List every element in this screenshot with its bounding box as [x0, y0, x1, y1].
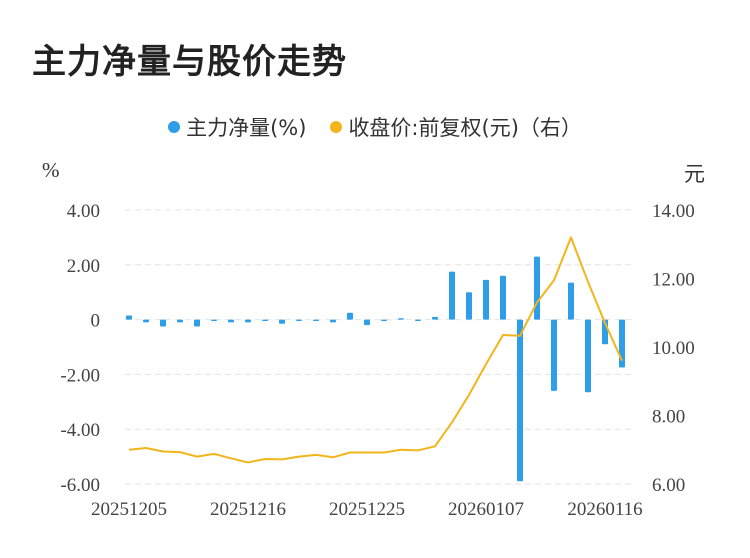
x-tick-label: 20260116 [567, 499, 642, 520]
bar [364, 319, 370, 326]
bar [347, 312, 353, 320]
x-tick-label: 20251205 [91, 499, 167, 520]
bar [534, 256, 540, 320]
bar [126, 315, 132, 320]
y-right-tick-label: 6.00 [652, 475, 685, 496]
legend-label-close-price: 收盘价:前复权(元)（右） [348, 116, 582, 140]
y-left-tick-label: -4.00 [60, 420, 100, 441]
x-tick-label: 20260107 [448, 499, 524, 520]
chart-title: 主力净量与股价走势 [32, 42, 347, 82]
bar [262, 319, 268, 321]
y-right-tick-label: 8.00 [652, 407, 685, 428]
y-right-tick-label: 10.00 [652, 338, 695, 359]
y-right-tick-label: 12.00 [652, 270, 695, 291]
bar [279, 319, 285, 324]
bar [466, 292, 472, 320]
legend-item-close-price[interactable]: 收盘价:前复权(元)（右） [330, 112, 582, 142]
bar [432, 316, 438, 320]
y-left-tick-label: -6.00 [60, 475, 100, 496]
bar [483, 279, 489, 320]
bar [160, 319, 166, 327]
bar [245, 319, 251, 323]
x-tick-label: 20251216 [210, 499, 286, 520]
y-right-tick-label: 14.00 [652, 201, 695, 222]
left-axis-unit: % [42, 158, 60, 182]
price-line [128, 236, 623, 464]
bar [449, 271, 455, 320]
y-left-tick-label: 4.00 [67, 201, 100, 222]
bar [296, 319, 302, 321]
bar [228, 319, 234, 323]
y-left-tick-label: 0 [91, 311, 101, 332]
bar [330, 319, 336, 323]
bar [381, 319, 387, 321]
bar [500, 275, 506, 320]
y-left-tick-label: 2.00 [67, 256, 100, 277]
bar [177, 319, 183, 323]
right-axis-unit: 元 [684, 162, 705, 186]
bar [568, 282, 574, 320]
bar [313, 319, 319, 321]
legend-marker-close-price [330, 121, 343, 133]
legend-marker-net-flow [168, 121, 181, 133]
bar [551, 319, 557, 391]
x-tick-label: 20251225 [329, 499, 405, 520]
legend-item-net-flow[interactable]: 主力净量(%) [168, 112, 306, 142]
y-left-tick-label: -2.00 [60, 365, 100, 386]
legend-label-net-flow: 主力净量(%) [186, 116, 307, 140]
bar [143, 319, 149, 323]
bar [211, 319, 217, 321]
bar [398, 318, 404, 320]
bar [194, 319, 200, 327]
bar [415, 319, 421, 321]
bar [585, 319, 591, 393]
bar [517, 319, 523, 482]
chart-legend: 主力净量(%) 收盘价:前复权(元)（右） [0, 112, 750, 142]
